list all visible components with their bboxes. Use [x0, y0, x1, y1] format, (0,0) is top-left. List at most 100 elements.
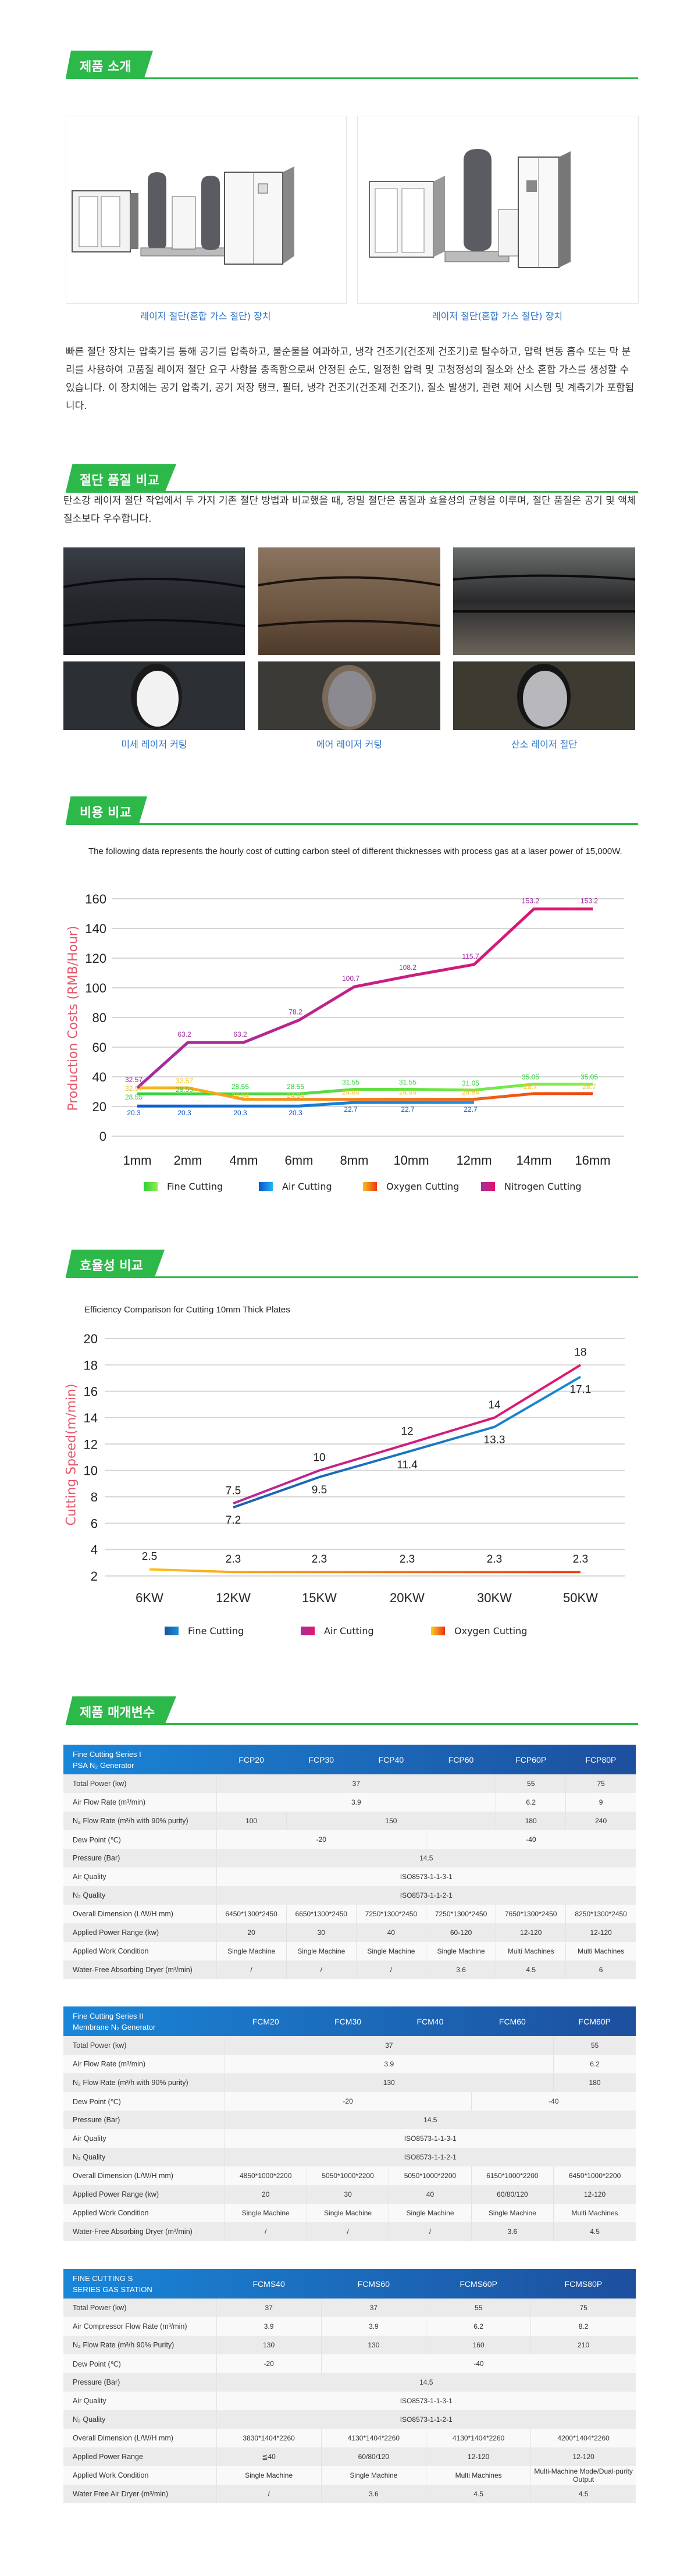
- data-label: 11.4: [397, 1459, 418, 1471]
- cell-value: 4.5: [425, 2485, 531, 2503]
- row-label: Air Compressor Flow Rate (m³/min): [73, 2322, 187, 2331]
- legend-swatch: [301, 1626, 315, 1635]
- y-tick-label: 12: [84, 1437, 98, 1451]
- section-tag: 비용 비교: [66, 796, 147, 824]
- cut-hole: [517, 664, 571, 729]
- x-tick-label: 4mm: [230, 1153, 258, 1168]
- y-tick-label: 140: [85, 921, 106, 936]
- data-label: 18: [574, 1346, 586, 1358]
- table-row: Water-Free Absorbing Dryer (m³/min) / //3.…: [63, 2222, 636, 2241]
- row-label: Air Flow Rate (m³/min): [73, 1798, 146, 1806]
- quality-caption-fine: 미세 레이저 커팅: [121, 739, 187, 750]
- cell-value: ISO8573-1-1-3-1: [224, 2129, 636, 2148]
- model-header: FCP80P: [585, 1755, 617, 1764]
- legend-swatch: [431, 1626, 445, 1635]
- table-row: Applied Work Condition Single Machine Sing…: [63, 2204, 636, 2222]
- y-tick-label: 100: [85, 981, 106, 995]
- cell-value: 130: [216, 2336, 322, 2354]
- air-cut-hole-photo: [258, 661, 440, 730]
- cell-value: 180: [496, 1812, 566, 1830]
- cell-value: 4130*1404*2260: [425, 2429, 531, 2447]
- data-label: 24.84: [399, 1088, 416, 1097]
- cell-value: 30: [286, 1923, 357, 1942]
- cell-value: /: [355, 1961, 426, 1979]
- data-label: 35.05: [522, 1073, 539, 1081]
- x-tick-label: 2mm: [174, 1153, 202, 1168]
- cell-value: -20: [216, 1830, 426, 1849]
- section-header-efficiency: 효율성 비교: [66, 1250, 638, 1279]
- table-title: FINE CUTTING S SERIES GAS STATION: [73, 2273, 152, 2294]
- x-tick-label: 12mm: [456, 1153, 492, 1168]
- table-row: Pressure (Bar) 14.5: [63, 2373, 636, 2392]
- data-label: 7.2: [226, 1514, 241, 1527]
- y-tick-label: 4: [91, 1543, 98, 1557]
- cell-value: 130: [224, 2073, 554, 2092]
- model-header: FCP20: [238, 1755, 264, 1764]
- table-row: Overall Dimension (L/W/H mm) 4850*1000*22…: [63, 2166, 636, 2185]
- data-label: 10: [313, 1452, 325, 1464]
- cell-value: ISO8573-1-1-3-1: [216, 1867, 636, 1886]
- cell-value: 3.6: [471, 2222, 554, 2241]
- spec-table-psa: Fine Cutting Series I PSA N₂ Generator FCP…: [63, 1745, 636, 1979]
- cell-value: 7250*1300*2450: [355, 1905, 426, 1923]
- cell-value: 6.2: [496, 1793, 566, 1812]
- table-header-row: Fine Cutting Series II Membrane N₂ Genera…: [63, 2006, 636, 2036]
- cell-value: 12-120: [496, 1923, 566, 1942]
- table-row: N₂ Quality ISO8573-1-1-2-1: [63, 2410, 636, 2429]
- fine-cutting-line: [137, 1083, 593, 1095]
- product-caption-1: 레이저 절단(혼합 가스 절단) 장치: [140, 311, 271, 322]
- table-row: N₂ Flow Rate (m³/h 90% Purity) 130 130 160 2…: [63, 2336, 636, 2354]
- legend-swatch: [165, 1626, 179, 1635]
- table-row: Air Flow Rate (m³/min) 3.9 6.2 9: [63, 1793, 636, 1812]
- data-label: 108.2: [399, 963, 416, 972]
- cell-value: 240: [565, 1812, 636, 1830]
- cell-value: 4850*1000*2200: [224, 2166, 307, 2185]
- y-tick-label: 20: [84, 1332, 98, 1346]
- data-label: 22.7: [344, 1105, 358, 1113]
- data-label: 28.55: [176, 1086, 193, 1094]
- cell-value: 3.9: [320, 2317, 426, 2336]
- section-tag: 제품 매개변수: [66, 1696, 176, 1724]
- cell-value: 3.9: [216, 1793, 496, 1812]
- data-label: 63.2: [233, 1030, 247, 1038]
- equipment-illustration-1: [72, 166, 294, 265]
- legend-label: Air Cutting: [324, 1625, 374, 1636]
- model-header: FCMS60: [357, 2279, 390, 2289]
- table-row: Applied Power Range (kw) 20 30 40 60/80/120 1…: [63, 2185, 636, 2204]
- legend-label: Air Cutting: [282, 1180, 332, 1192]
- row-label: Pressure (Bar): [73, 2378, 120, 2386]
- cell-value: ≦40: [216, 2447, 322, 2466]
- table-row: Pressure (Bar) 14.5: [63, 1849, 636, 1867]
- divider: [66, 1276, 638, 1278]
- row-label: Dew Point (℃): [73, 2097, 121, 2106]
- cell-value: 55: [496, 1774, 566, 1793]
- table-row: Air Quality ISO8573-1-1-3-1: [63, 2129, 636, 2148]
- cell-value: 14.5: [216, 2373, 636, 2392]
- row-label: N₂ Flow Rate (m³/h with 90% purity): [73, 1817, 188, 1825]
- data-label: 153.2: [581, 896, 598, 905]
- data-label: 32.57: [125, 1084, 143, 1093]
- data-label: 78.2: [289, 1008, 302, 1016]
- cell-value: 4.5: [530, 2485, 636, 2503]
- data-label: 63.2: [177, 1030, 191, 1038]
- cell-value: -40: [425, 1830, 636, 1849]
- cell-value: 60/80/120: [320, 2447, 426, 2466]
- y-tick-label: 80: [92, 1011, 106, 1025]
- legend-swatch: [363, 1182, 377, 1191]
- efficiency-chart-legend: Fine Cutting Air Cutting Oxygen Cutting: [0, 1624, 698, 1637]
- cell-value: Single Machine: [224, 2204, 307, 2222]
- cell-value: ISO8573-1-1-3-1: [216, 2392, 636, 2410]
- row-label: N₂ Quality: [73, 2153, 106, 2161]
- table-row: Applied Work Condition Single Machine Sing…: [63, 1942, 636, 1961]
- air-cutting-line: [233, 1364, 582, 1505]
- section-tag: 효율성 비교: [66, 1250, 165, 1277]
- model-header: FCMS80P: [564, 2279, 603, 2289]
- cell-value: Single Machine: [216, 1942, 287, 1961]
- cell-value: 12-120: [565, 1923, 636, 1942]
- legend-label: Oxygen Cutting: [454, 1625, 528, 1636]
- cell-value: Multi Machines: [496, 1942, 566, 1961]
- data-label: 24.84: [462, 1088, 479, 1097]
- cell-value: 55: [553, 2036, 636, 2055]
- model-header: FCM40: [416, 2016, 444, 2026]
- data-label: 28.7: [582, 1083, 596, 1091]
